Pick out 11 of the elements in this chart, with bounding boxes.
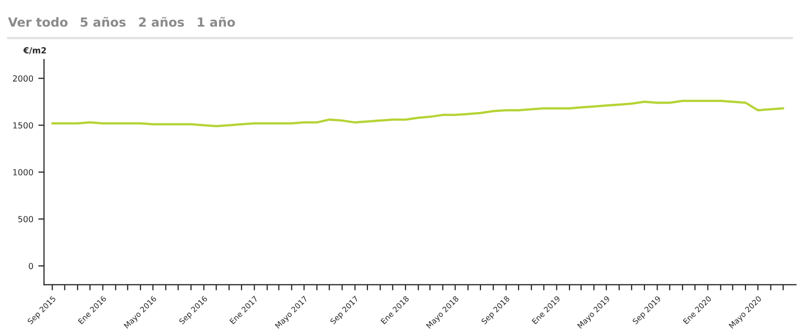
text: 5 años [80, 16, 126, 27]
y-tick-label: 1500 [13, 122, 34, 129]
text: Ver todo [8, 17, 68, 27]
y-tick-label: 0 [28, 262, 34, 270]
text: 2 años [139, 16, 184, 27]
line-series [51, 100, 784, 128]
y-tick-label: 500 [18, 216, 34, 222]
y-axis-title: €/m2 [23, 47, 46, 54]
y-tick-label: 1000 [13, 169, 34, 176]
text: 1 año [198, 16, 235, 27]
y-tick-label: 2000 [12, 75, 34, 82]
